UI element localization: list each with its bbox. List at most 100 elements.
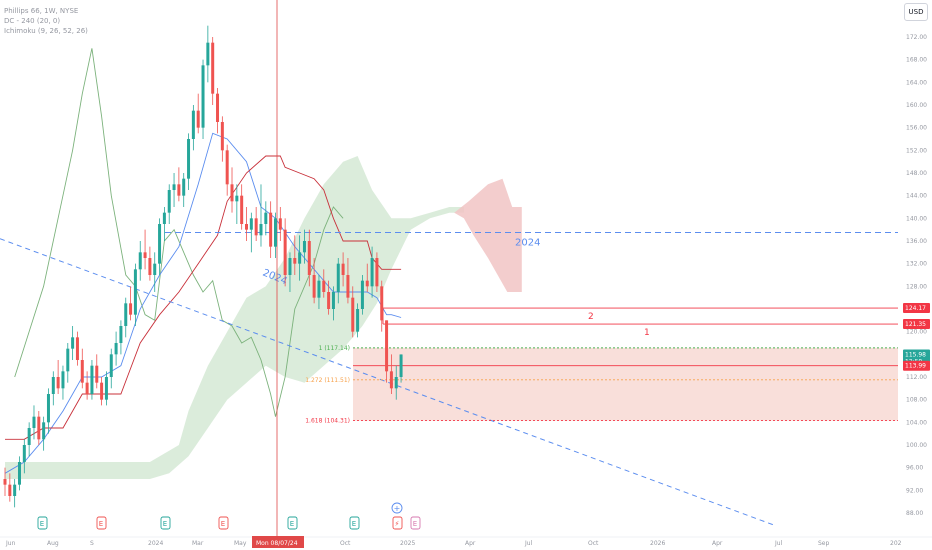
earnings-marker-glyph: ⚡ — [395, 520, 400, 528]
time-tick-label: Oct — [340, 540, 351, 547]
time-tick-label: Jun — [5, 540, 16, 547]
candle-body — [322, 280, 326, 292]
candle-body — [114, 343, 118, 355]
candle-body — [254, 218, 258, 236]
time-tick-label: Sep — [818, 540, 830, 547]
earnings-marker-glyph: E — [413, 520, 417, 528]
candle-body — [75, 337, 79, 360]
ichimoku-cloud — [5, 156, 522, 479]
candle-body — [187, 139, 191, 179]
candle-body — [298, 252, 302, 264]
candle-body — [380, 286, 384, 321]
earnings-marker — [410, 516, 421, 530]
price-tick-label: 156.00 — [906, 125, 927, 132]
candle-body — [46, 394, 50, 423]
candle-body — [288, 258, 292, 275]
candle-body — [385, 320, 389, 372]
time-tick-label: S — [90, 540, 94, 547]
candle-body — [124, 303, 128, 326]
price-tick-label: 88.00 — [906, 510, 923, 517]
candle-body — [273, 218, 277, 247]
candle-body — [302, 241, 306, 253]
candle-body — [37, 416, 41, 440]
candle-body — [249, 218, 253, 230]
price-label-text: 113.99 — [905, 363, 926, 370]
price-tick-label: 132.00 — [906, 261, 927, 268]
trendline — [0, 238, 776, 526]
time-tick-label: 202 — [890, 540, 902, 547]
candle-body — [22, 445, 26, 462]
earnings-marker-glyph: E — [290, 520, 294, 528]
earnings-marker — [96, 516, 107, 530]
fib-target-zone — [353, 347, 898, 421]
candle-body — [167, 190, 171, 213]
candle-body — [66, 348, 70, 372]
price-tick-label: 104.00 — [906, 419, 927, 426]
time-tick-label: Jul — [524, 540, 533, 547]
price-tick-label: 144.00 — [906, 193, 927, 200]
fib-level-label: 1 (117.14) — [319, 345, 350, 352]
candle-body — [317, 280, 321, 298]
price-tick-label: 136.00 — [906, 238, 927, 245]
wave-label: 2 — [588, 312, 594, 322]
price-tick-label: 120.00 — [906, 329, 927, 336]
candle-body — [370, 258, 374, 287]
candle-body — [191, 110, 195, 139]
time-tick-label: 2024 — [148, 540, 163, 547]
earnings-marker-glyph: E — [40, 520, 44, 528]
time-axis: Jun Aug S 2024 Mar May Oct 2025 Apr Jul Oct 2026 Apr… — [0, 536, 932, 548]
price-label-text: 115.98 — [905, 351, 926, 358]
candle-body — [8, 484, 12, 496]
candle-body — [245, 224, 248, 230]
earnings-marker — [37, 516, 48, 530]
candle-body — [341, 263, 345, 275]
candle-body — [61, 371, 65, 389]
candle-body — [399, 354, 403, 377]
candle-body — [327, 292, 331, 309]
candle-body — [312, 275, 316, 298]
candle-body — [206, 42, 210, 66]
candle-body — [143, 252, 147, 258]
time-tick-label: Mar — [192, 540, 204, 547]
candle-body — [104, 377, 108, 400]
candle-body — [293, 258, 297, 264]
candle-body — [235, 195, 239, 202]
candle-body — [389, 371, 393, 389]
candle-body — [153, 263, 157, 275]
price-tick-label: 128.00 — [906, 283, 927, 290]
candles — [3, 25, 403, 508]
candle-body — [148, 258, 152, 275]
crosshair-date-badge — [252, 536, 304, 548]
ichimoku-label: Ichimoku (9, 26, 52, 26) — [4, 27, 88, 35]
candle-body — [346, 275, 350, 298]
price-tick-label: 164.00 — [906, 79, 927, 86]
candle-body — [42, 422, 46, 440]
candle-body — [133, 269, 137, 315]
add-event-icon — [391, 502, 403, 514]
price-tick-label: 96.00 — [906, 465, 923, 472]
currency-button[interactable]: USD — [904, 3, 928, 21]
fibonacci-zone — [353, 347, 898, 421]
price-label-badge — [903, 360, 930, 371]
candle-body — [264, 212, 268, 224]
candle-body — [394, 377, 398, 389]
candle-body — [336, 263, 340, 292]
price-tick-label: 140.00 — [906, 215, 927, 222]
time-tick-label: Apr — [712, 540, 723, 547]
candle-body — [13, 484, 17, 496]
chikou-span-line — [14, 48, 344, 417]
earnings-marker — [160, 516, 171, 530]
price-tick-label: 92.00 — [906, 487, 923, 494]
earnings-marker-glyph: E — [99, 520, 103, 528]
fib-level-label: 1.272 (111.51) — [305, 377, 350, 384]
candle-body — [119, 326, 123, 343]
time-tick-label: 2026 — [650, 540, 665, 547]
price-tick-label: 148.00 — [906, 170, 927, 177]
candle-body — [162, 212, 166, 224]
earnings-marker-glyph: E — [352, 520, 356, 528]
price-tick-label: 100.00 — [906, 442, 927, 449]
candle-body — [71, 337, 75, 349]
ichimoku-cloud-red — [454, 178, 522, 292]
